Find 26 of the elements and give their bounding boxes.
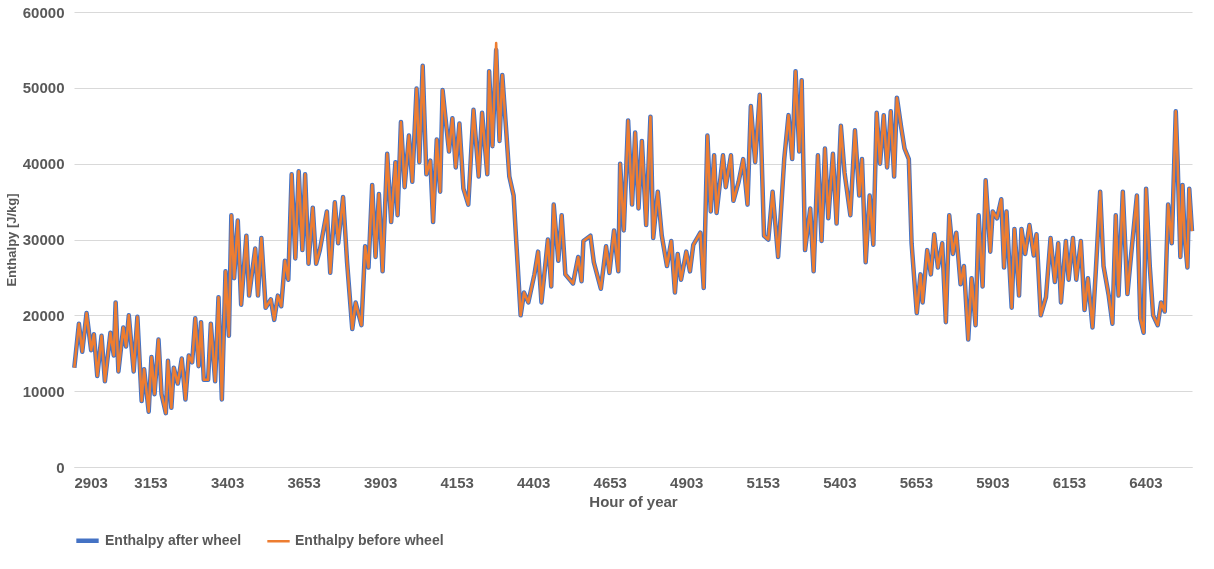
y-tick-label: 0 xyxy=(56,458,65,476)
x-tick-label: 4903 xyxy=(670,473,704,491)
x-tick-label: 4403 xyxy=(517,473,551,491)
y-tick-label: 60000 xyxy=(22,3,65,21)
y-tick-label: 10000 xyxy=(22,382,65,400)
x-tick-label: 6403 xyxy=(1129,473,1163,491)
legend-label: Enthalpy after wheel xyxy=(105,531,242,548)
y-tick-label: 30000 xyxy=(22,231,65,248)
legend-label: Enthalpy before wheel xyxy=(295,532,444,549)
x-tick-label: 4653 xyxy=(593,473,627,491)
x-tick-label: 3903 xyxy=(363,473,398,491)
y-tick-label: 40000 xyxy=(22,155,65,173)
y-axis-title: Enthalpy [J/kg] xyxy=(3,193,19,287)
x-tick-label: 5403 xyxy=(823,473,857,491)
x-tick-label: 5903 xyxy=(976,473,1010,491)
x-tick-label: 3153 xyxy=(134,473,168,491)
x-tick-label: 4153 xyxy=(440,473,474,491)
x-tick-label: 3653 xyxy=(287,473,321,491)
x-tick-label: 3403 xyxy=(210,473,245,491)
y-tick-label: 50000 xyxy=(22,79,65,97)
x-axis-title: Hour of year xyxy=(589,492,678,510)
x-tick-label: 2903 xyxy=(74,473,108,491)
x-tick-label: 5653 xyxy=(899,473,934,491)
x-tick-label: 6153 xyxy=(1052,473,1087,491)
y-tick-label: 20000 xyxy=(22,306,65,324)
x-tick-label: 5153 xyxy=(746,473,780,491)
